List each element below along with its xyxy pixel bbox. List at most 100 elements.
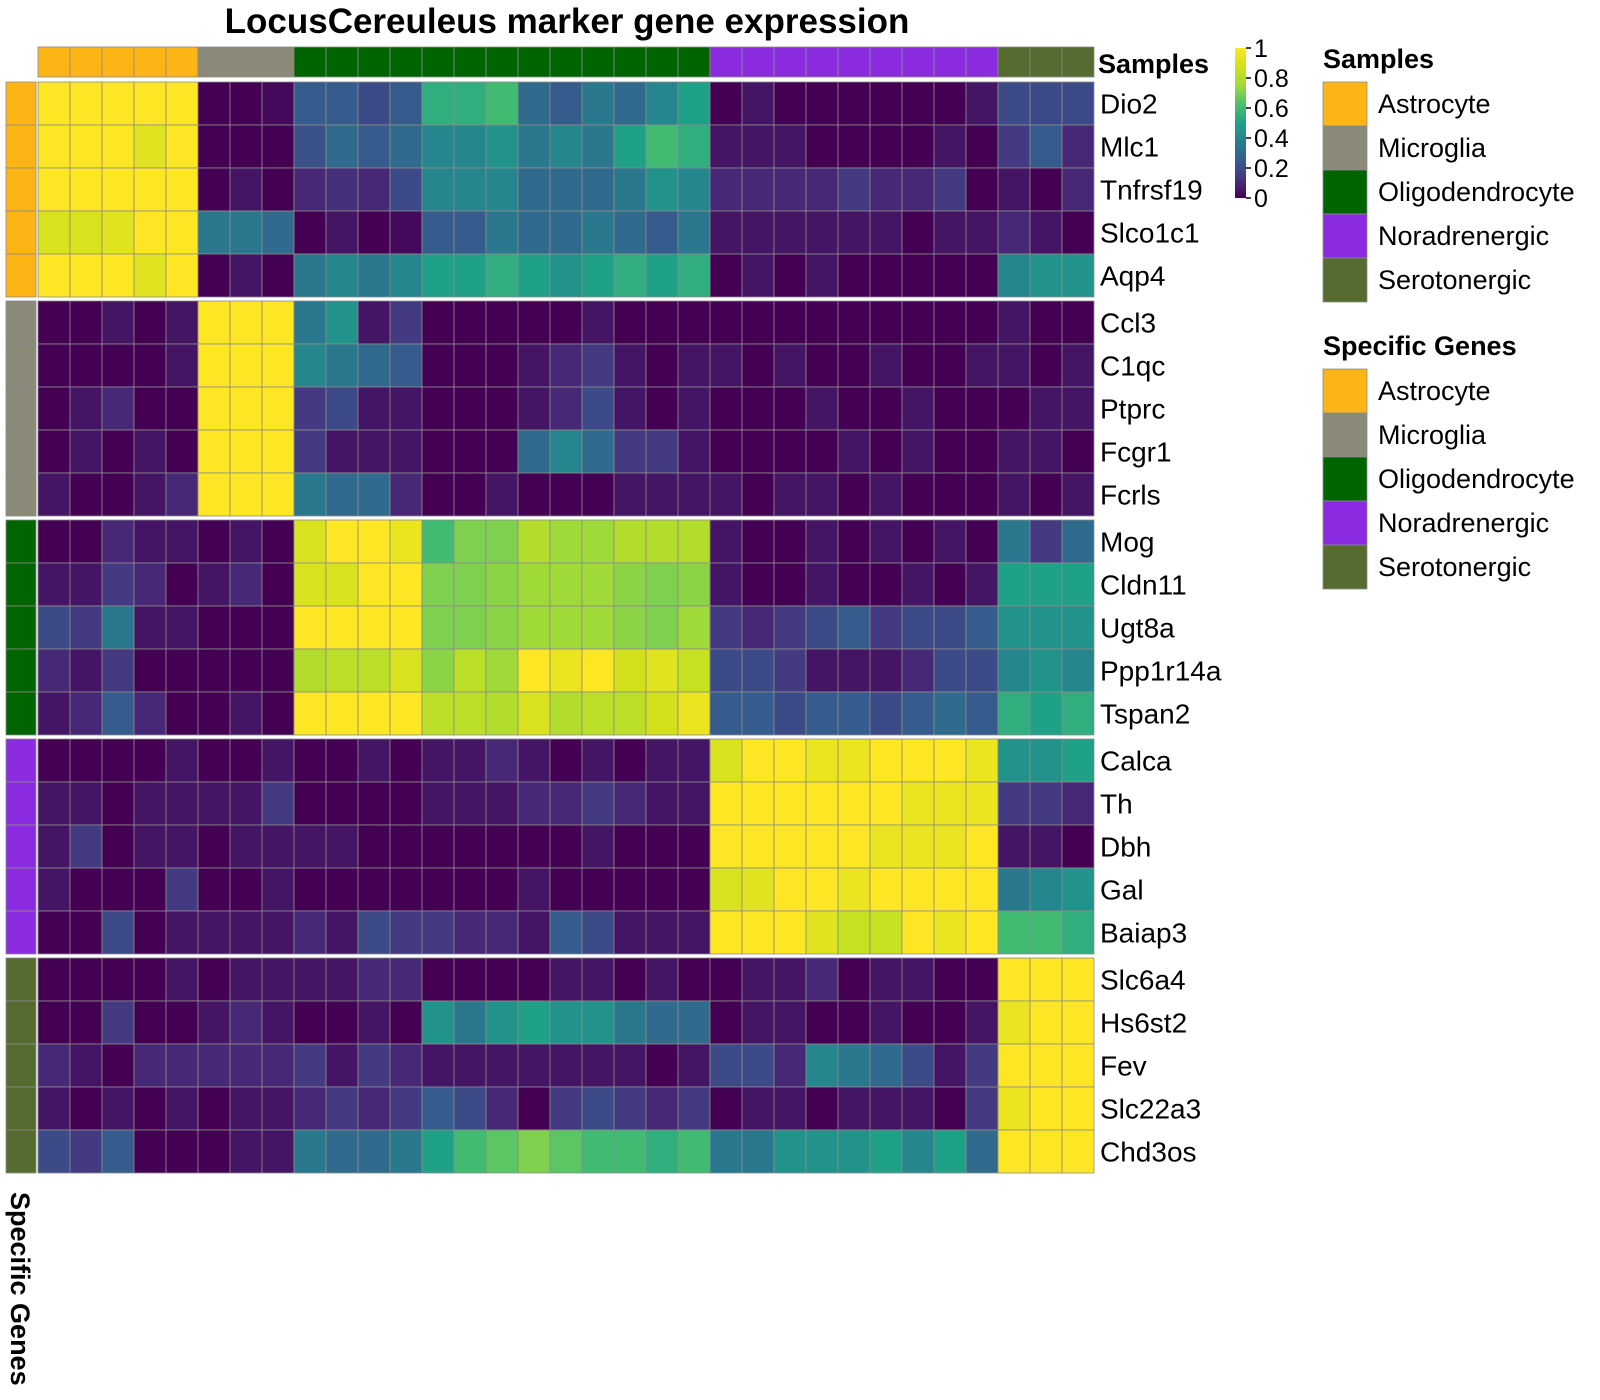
heatmap-cell [549, 562, 583, 607]
heatmap-cell [389, 429, 423, 474]
heatmap-cell [613, 1086, 647, 1131]
heatmap-cell [709, 648, 743, 693]
sample-annotation-cell [901, 46, 935, 78]
heatmap-cell [997, 386, 1031, 431]
gene-label: Gal [1100, 875, 1144, 906]
heatmap-cell [805, 472, 839, 517]
heatmap-cell [581, 343, 615, 388]
heatmap-cell [357, 300, 391, 345]
heatmap-cell [869, 210, 903, 255]
heatmap-cell [997, 167, 1031, 212]
heatmap-cell [517, 957, 551, 1002]
heatmap-cell [837, 957, 871, 1002]
heatmap-cell [69, 429, 103, 474]
heatmap-cell [1029, 1086, 1063, 1131]
heatmap-cell [357, 1043, 391, 1088]
heatmap-cell [197, 957, 231, 1002]
heatmap-cell [261, 253, 295, 298]
legend-swatch [1322, 368, 1368, 414]
heatmap-cell [1029, 910, 1063, 955]
gene-annotation-cell [5, 910, 37, 955]
heatmap-cell [421, 343, 455, 388]
heatmap-cell [485, 738, 519, 783]
heatmap-cell [581, 210, 615, 255]
legend-label: Serotonergic [1378, 265, 1531, 295]
legend-label: Noradrenergic [1378, 221, 1549, 251]
heatmap-cell [741, 429, 775, 474]
gene-annotation-bar [5, 81, 37, 1174]
heatmap-cell [517, 519, 551, 564]
heatmap-cell [357, 957, 391, 1002]
heatmap-cell [965, 1129, 999, 1174]
heatmap-cell [517, 691, 551, 736]
heatmap-cell [869, 738, 903, 783]
heatmap-cell [901, 386, 935, 431]
heatmap-cell [517, 210, 551, 255]
heatmap-cell [165, 519, 199, 564]
heatmap-cell [997, 124, 1031, 169]
heatmap-cell [389, 124, 423, 169]
heatmap-cell [997, 781, 1031, 826]
heatmap-cell [965, 1043, 999, 1088]
heatmap-cell [293, 605, 327, 650]
heatmap-cell [133, 167, 167, 212]
heatmap-cell [997, 343, 1031, 388]
heatmap-cell [965, 738, 999, 783]
heatmap-cell [805, 605, 839, 650]
heatmap-cell [677, 124, 711, 169]
heatmap-cell [677, 472, 711, 517]
heatmap-cell [645, 1000, 679, 1045]
heatmap-cell [453, 910, 487, 955]
heatmap-cell [325, 81, 359, 126]
heatmap-cell [869, 167, 903, 212]
heatmap-cell [869, 867, 903, 912]
heatmap-cell [101, 562, 135, 607]
gene-annotation-cell [5, 957, 37, 1002]
heatmap-cell [357, 472, 391, 517]
sample-annotation-cell [229, 46, 263, 78]
heatmap-cell [741, 167, 775, 212]
heatmap-cell [645, 1043, 679, 1088]
heatmap-cell [997, 738, 1031, 783]
heatmap-cell [421, 738, 455, 783]
heatmap-cell [261, 867, 295, 912]
heatmap-cell [37, 124, 71, 169]
heatmap-cell [581, 300, 615, 345]
heatmap-cell [613, 1043, 647, 1088]
heatmap-cell [709, 910, 743, 955]
sample-annotation-cell [197, 46, 231, 78]
heatmap-cell [773, 300, 807, 345]
heatmap-cell [101, 472, 135, 517]
legend-label: Oligodendrocyte [1378, 177, 1575, 207]
heatmap-cell [261, 738, 295, 783]
heatmap-cell [325, 1129, 359, 1174]
heatmap-cell [997, 867, 1031, 912]
heatmap-cell [805, 519, 839, 564]
heatmap-cell [485, 343, 519, 388]
heatmap-cell [37, 910, 71, 955]
heatmap-cell [965, 562, 999, 607]
sample-annotation-cell [837, 46, 871, 78]
heatmap-cell [453, 1129, 487, 1174]
heatmap-cell [549, 957, 583, 1002]
heatmap-cell [165, 648, 199, 693]
chart-title: LocusCereuleus marker gene expression [225, 2, 910, 41]
heatmap-cell [613, 167, 647, 212]
heatmap-cell [677, 81, 711, 126]
heatmap-cell [837, 605, 871, 650]
heatmap-cell [197, 562, 231, 607]
heatmap-cell [837, 429, 871, 474]
heatmap-cell [645, 429, 679, 474]
heatmap-cell [165, 124, 199, 169]
heatmap-cell [293, 867, 327, 912]
heatmap-cell [773, 1043, 807, 1088]
heatmap-cell [677, 691, 711, 736]
heatmap-cell [581, 910, 615, 955]
heatmap-cell [261, 343, 295, 388]
heatmap-cell [485, 386, 519, 431]
heatmap-cell [805, 210, 839, 255]
heatmap-cell [773, 124, 807, 169]
heatmap-cell [965, 386, 999, 431]
heatmap-cell [741, 300, 775, 345]
heatmap-cell [325, 1043, 359, 1088]
